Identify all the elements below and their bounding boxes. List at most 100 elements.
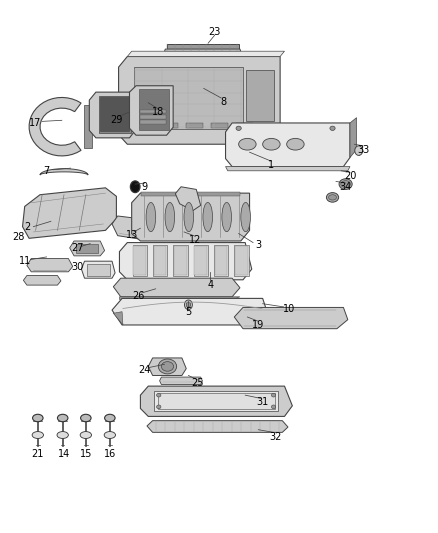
Text: 10: 10 [283, 304, 295, 314]
Text: 21: 21 [32, 449, 44, 458]
Polygon shape [84, 106, 92, 148]
Ellipse shape [105, 414, 115, 422]
Text: 19: 19 [252, 320, 265, 330]
Text: 23: 23 [208, 27, 221, 37]
Polygon shape [132, 193, 250, 241]
Text: 4: 4 [207, 280, 213, 290]
Polygon shape [70, 241, 105, 256]
Text: 7: 7 [43, 166, 49, 176]
Polygon shape [212, 123, 228, 128]
Ellipse shape [32, 414, 43, 422]
Polygon shape [166, 44, 239, 50]
Text: 13: 13 [126, 230, 138, 240]
Polygon shape [120, 243, 252, 280]
Ellipse shape [186, 302, 191, 308]
Text: 27: 27 [71, 243, 83, 253]
Polygon shape [112, 298, 267, 325]
Text: 25: 25 [191, 378, 203, 389]
Ellipse shape [330, 126, 335, 131]
Polygon shape [174, 246, 187, 275]
Polygon shape [175, 187, 201, 211]
Ellipse shape [341, 181, 350, 188]
Polygon shape [350, 118, 357, 158]
Ellipse shape [263, 139, 280, 150]
Polygon shape [154, 246, 166, 275]
Text: 14: 14 [58, 449, 70, 458]
Polygon shape [234, 308, 348, 329]
Polygon shape [40, 169, 88, 175]
Polygon shape [141, 115, 166, 119]
Polygon shape [226, 166, 350, 171]
Text: 9: 9 [142, 182, 148, 192]
Polygon shape [173, 245, 187, 276]
Ellipse shape [203, 203, 212, 232]
Polygon shape [154, 391, 278, 411]
Ellipse shape [326, 192, 339, 202]
Polygon shape [147, 421, 288, 432]
Ellipse shape [184, 300, 192, 310]
Polygon shape [194, 246, 207, 275]
Polygon shape [130, 86, 173, 135]
Polygon shape [89, 92, 136, 138]
Ellipse shape [131, 181, 140, 192]
Text: 17: 17 [29, 118, 42, 128]
Polygon shape [120, 297, 240, 300]
Text: 12: 12 [189, 235, 201, 245]
Text: 26: 26 [132, 290, 145, 301]
Text: 8: 8 [220, 96, 226, 107]
Text: 24: 24 [138, 365, 151, 375]
Polygon shape [22, 188, 117, 238]
Polygon shape [112, 216, 144, 239]
Text: 32: 32 [269, 432, 282, 442]
Polygon shape [134, 246, 146, 275]
Ellipse shape [355, 146, 363, 156]
Ellipse shape [272, 405, 276, 409]
Polygon shape [153, 245, 167, 276]
Polygon shape [235, 246, 248, 275]
Polygon shape [148, 358, 186, 375]
Polygon shape [186, 123, 203, 128]
Ellipse shape [239, 139, 256, 150]
Polygon shape [158, 393, 275, 409]
Ellipse shape [287, 139, 304, 150]
Text: 20: 20 [344, 171, 356, 181]
Polygon shape [133, 245, 147, 276]
Polygon shape [141, 110, 166, 114]
Text: 30: 30 [71, 262, 83, 271]
Text: 11: 11 [18, 256, 31, 266]
Polygon shape [141, 120, 166, 124]
Polygon shape [99, 96, 131, 133]
Polygon shape [159, 377, 202, 384]
Polygon shape [76, 244, 98, 253]
Polygon shape [214, 245, 228, 276]
Ellipse shape [272, 393, 276, 397]
Ellipse shape [241, 203, 251, 232]
Text: 18: 18 [152, 107, 164, 117]
Text: 29: 29 [110, 115, 123, 125]
Polygon shape [246, 70, 274, 122]
Polygon shape [29, 98, 81, 156]
Polygon shape [27, 259, 73, 272]
Ellipse shape [146, 203, 155, 232]
Text: 1: 1 [268, 160, 275, 171]
Ellipse shape [161, 362, 173, 371]
Polygon shape [100, 98, 130, 131]
Polygon shape [127, 51, 285, 56]
Text: 16: 16 [104, 449, 116, 458]
Text: 28: 28 [12, 232, 25, 243]
Text: 3: 3 [255, 240, 261, 250]
Polygon shape [141, 386, 292, 416]
Ellipse shape [184, 203, 194, 232]
Polygon shape [226, 123, 350, 166]
Text: 34: 34 [339, 182, 352, 192]
Text: 33: 33 [357, 144, 369, 155]
Polygon shape [194, 245, 208, 276]
Ellipse shape [57, 414, 68, 422]
Polygon shape [234, 245, 249, 276]
Polygon shape [139, 90, 169, 130]
Ellipse shape [156, 393, 161, 397]
Ellipse shape [236, 126, 241, 131]
Polygon shape [215, 246, 227, 275]
Ellipse shape [104, 432, 116, 439]
Ellipse shape [156, 405, 161, 409]
